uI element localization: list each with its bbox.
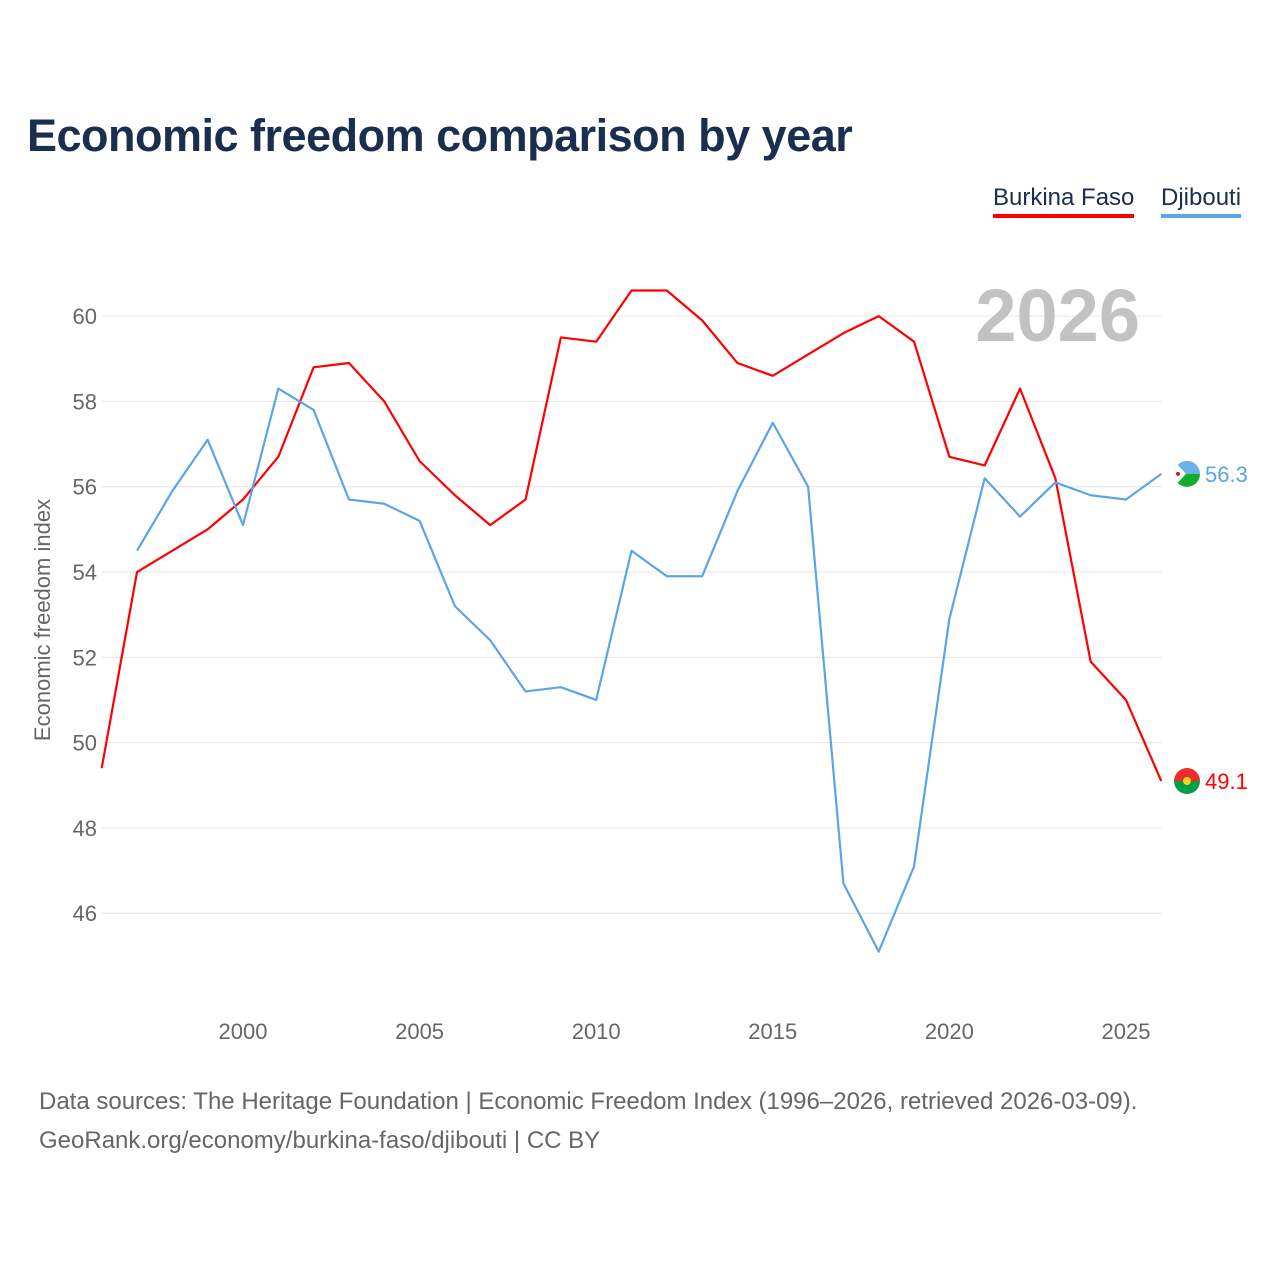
burkina-faso-flag-icon	[1174, 768, 1200, 795]
y-tick-label: 54	[73, 560, 97, 585]
year-watermark: 2026	[975, 274, 1140, 357]
y-axis-label: Economic freedom index	[30, 499, 55, 741]
y-tick-label: 56	[73, 475, 97, 500]
series-line-burkina-faso	[100, 289, 1163, 782]
x-tick-label: 2000	[219, 1019, 268, 1044]
y-tick-label: 50	[73, 731, 97, 756]
x-tick-label: 2015	[748, 1019, 797, 1044]
y-tick-label: 48	[73, 816, 97, 841]
x-tick-label: 2010	[572, 1019, 621, 1044]
djibouti-flag-icon	[1174, 460, 1200, 487]
y-tick-label: 46	[73, 901, 97, 926]
x-tick-label: 2005	[395, 1019, 444, 1044]
series-line-djibouti	[136, 387, 1162, 953]
source-url[interactable]: GeoRank.org/economy/burkina-faso/djibout…	[39, 1127, 601, 1154]
legend-burkina-faso[interactable]: Burkina Faso	[993, 184, 1135, 218]
end-value-label: 49.1	[1205, 769, 1248, 794]
end-value-label: 56.3	[1205, 462, 1248, 487]
y-tick-label: 52	[73, 645, 97, 670]
x-tick-label: 2020	[925, 1019, 974, 1044]
y-tick-label: 58	[73, 389, 97, 414]
y-tick-label: 60	[73, 304, 97, 329]
source-text: Data sources: The Heritage Foundation | …	[39, 1088, 1138, 1115]
x-tick-label: 2025	[1102, 1019, 1151, 1044]
chart-title: Economic freedom comparison by year	[27, 110, 853, 161]
legend-djibouti[interactable]: Djibouti	[1161, 184, 1242, 218]
